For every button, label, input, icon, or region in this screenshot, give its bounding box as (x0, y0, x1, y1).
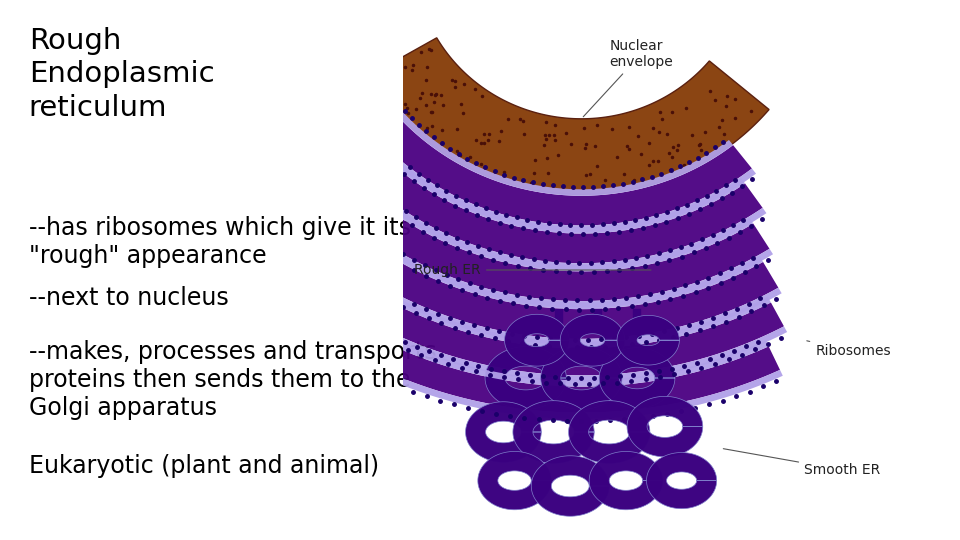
Text: --makes, processes and transports
proteins then sends them to the
Golgi apparatu: --makes, processes and transports protei… (29, 340, 437, 420)
Polygon shape (365, 186, 754, 271)
Polygon shape (505, 314, 569, 366)
Text: Eukaryotic (plant and animal): Eukaryotic (plant and animal) (29, 454, 379, 477)
Polygon shape (379, 148, 745, 233)
Text: Rough ER: Rough ER (415, 263, 651, 277)
Text: Nuclear
envelope: Nuclear envelope (584, 39, 673, 117)
Polygon shape (333, 260, 771, 348)
Polygon shape (301, 326, 782, 419)
Text: Ribosomes: Ribosomes (806, 341, 891, 358)
Polygon shape (478, 451, 551, 510)
Polygon shape (589, 451, 662, 510)
Text: --next to nucleus: --next to nucleus (29, 286, 228, 310)
Polygon shape (305, 305, 780, 413)
Polygon shape (312, 287, 787, 382)
Polygon shape (358, 152, 762, 263)
Polygon shape (485, 347, 566, 409)
Polygon shape (375, 117, 752, 225)
Polygon shape (561, 314, 625, 366)
Polygon shape (348, 222, 763, 309)
Polygon shape (340, 213, 773, 307)
Polygon shape (371, 137, 756, 232)
Polygon shape (344, 191, 770, 301)
Polygon shape (466, 402, 541, 462)
Polygon shape (398, 112, 733, 195)
Polygon shape (316, 265, 784, 375)
Text: Smooth ER: Smooth ER (723, 449, 880, 477)
Polygon shape (617, 315, 680, 365)
Polygon shape (328, 227, 779, 339)
Polygon shape (568, 401, 650, 463)
Polygon shape (324, 249, 781, 345)
Polygon shape (646, 453, 717, 509)
Polygon shape (321, 299, 769, 387)
Text: --has ribosomes which give it its
"rough" appearance: --has ribosomes which give it its "rough… (29, 216, 411, 268)
Polygon shape (540, 347, 622, 409)
Polygon shape (370, 38, 769, 194)
Polygon shape (599, 348, 675, 408)
Polygon shape (531, 456, 610, 516)
Polygon shape (513, 401, 594, 463)
Polygon shape (353, 173, 766, 269)
Text: Rough
Endoplasmic
reticulum: Rough Endoplasmic reticulum (29, 27, 214, 122)
Polygon shape (627, 396, 703, 457)
